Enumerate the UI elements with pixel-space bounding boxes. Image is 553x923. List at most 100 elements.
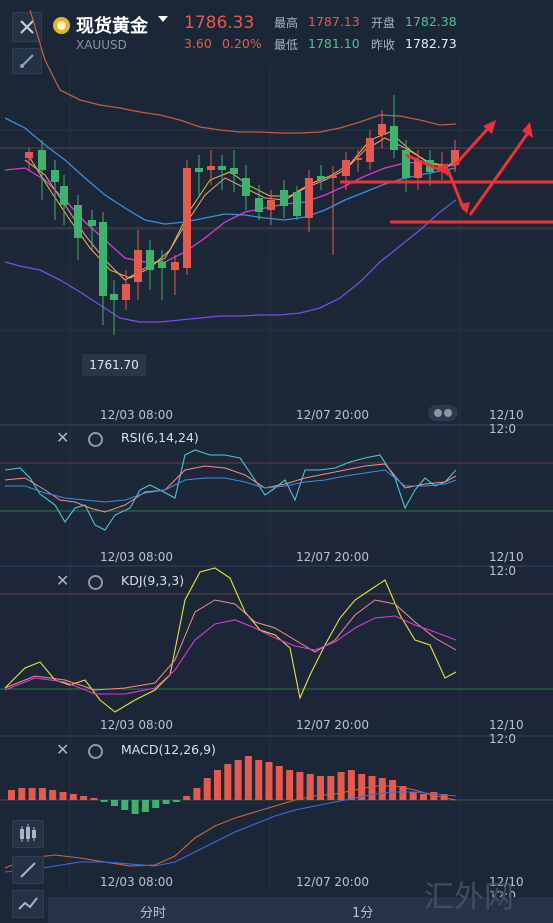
candle-body bbox=[60, 186, 68, 205]
instrument-symbol: XAUUSD bbox=[76, 38, 127, 52]
macd-bar bbox=[244, 756, 252, 800]
prev-close-label: 昨收 bbox=[371, 38, 396, 52]
macd-bar bbox=[162, 800, 170, 804]
price-change: 3.60 bbox=[184, 36, 212, 51]
candle-body bbox=[51, 170, 59, 182]
close-indicator-rsi-icon[interactable]: ✕ bbox=[56, 428, 70, 447]
macd-bar bbox=[306, 774, 314, 800]
kdj-d-line bbox=[4, 599, 457, 691]
macd-bar bbox=[296, 772, 304, 800]
close-indicator-kdj-icon[interactable]: ✕ bbox=[56, 571, 70, 590]
macd-bar bbox=[224, 764, 232, 800]
macd-bar bbox=[275, 766, 283, 800]
candle-body bbox=[146, 250, 154, 270]
ma-pink-line bbox=[24, 137, 457, 281]
macd-bar bbox=[100, 800, 108, 802]
candle-body bbox=[317, 176, 325, 180]
macd-bar bbox=[399, 786, 407, 800]
macd-dif-line bbox=[4, 785, 457, 869]
candle-body bbox=[242, 178, 250, 196]
candle-body bbox=[134, 250, 142, 282]
timeframe-1min[interactable]: 1分 bbox=[352, 906, 374, 921]
time-axis-label: 12/03 08:00 bbox=[100, 550, 173, 564]
line-chart-icon bbox=[18, 897, 38, 910]
macd-bar bbox=[265, 762, 273, 800]
gear-icon[interactable] bbox=[88, 575, 103, 590]
pen-button[interactable] bbox=[12, 856, 44, 884]
macd-bar bbox=[152, 800, 160, 808]
candle-body bbox=[218, 166, 226, 170]
low-price-marker: 1761.70 bbox=[82, 354, 146, 376]
macd-bar bbox=[121, 800, 129, 810]
candle-type-button[interactable] bbox=[12, 820, 44, 848]
candle-body bbox=[342, 160, 350, 176]
candle-body bbox=[366, 138, 374, 162]
macd-bar bbox=[389, 780, 397, 800]
macd-bar bbox=[203, 778, 211, 800]
macd-bar bbox=[193, 788, 201, 800]
time-axis-label: 12/03 08:00 bbox=[100, 875, 173, 889]
time-axis-label: 12/07 20:00 bbox=[296, 875, 369, 889]
candle-body bbox=[293, 192, 301, 216]
candle-body bbox=[414, 160, 422, 178]
candle-body bbox=[354, 158, 362, 160]
macd-histogram bbox=[8, 756, 448, 814]
candle-body bbox=[207, 166, 215, 170]
macd-bar bbox=[358, 774, 366, 800]
gear-icon[interactable] bbox=[88, 744, 103, 759]
high-value: 1787.13 bbox=[308, 14, 360, 29]
open-value: 1782.38 bbox=[405, 14, 457, 29]
candle-body bbox=[267, 200, 275, 210]
low-label: 最低 bbox=[274, 38, 299, 52]
time-axis-label: 12/07 20:00 bbox=[296, 718, 369, 732]
macd-bar bbox=[409, 792, 417, 800]
price-change-pct: 0.20% bbox=[222, 36, 262, 51]
macd-bar bbox=[69, 794, 77, 800]
candle-body bbox=[171, 262, 179, 270]
candle-body bbox=[38, 150, 46, 170]
macd-bar bbox=[111, 800, 118, 806]
chevron-down-icon[interactable] bbox=[158, 16, 168, 22]
candle-body bbox=[280, 190, 288, 206]
watermark-logo: 汇外网 bbox=[424, 880, 514, 915]
draw-tool-icon bbox=[20, 54, 34, 68]
macd-bar bbox=[59, 792, 67, 800]
macd-bar bbox=[317, 776, 324, 800]
more-dots-button[interactable] bbox=[428, 405, 458, 421]
candle-body bbox=[99, 222, 107, 296]
gear-icon[interactable] bbox=[88, 432, 103, 447]
time-axis-label: 12/07 20:00 bbox=[296, 550, 369, 564]
macd-bar bbox=[327, 776, 335, 800]
macd-dea-line bbox=[4, 791, 457, 873]
low-value: 1781.10 bbox=[308, 36, 360, 51]
candle-body bbox=[329, 176, 337, 178]
close-button[interactable] bbox=[12, 12, 42, 42]
macd-bar bbox=[80, 796, 88, 800]
candle-body bbox=[25, 152, 33, 158]
boll-upper-line bbox=[29, 9, 457, 134]
pen-icon bbox=[20, 862, 36, 878]
close-indicator-macd-icon[interactable]: ✕ bbox=[56, 740, 70, 759]
line-chart-button[interactable] bbox=[12, 890, 44, 918]
open-label: 开盘 bbox=[371, 16, 396, 30]
prev-close-value: 1782.73 bbox=[405, 36, 457, 51]
time-axis-label: 12/10 12:0 bbox=[489, 718, 524, 746]
indicator-name-rsi: RSI(6,14,24) bbox=[121, 430, 199, 445]
trend-annotations bbox=[340, 122, 553, 224]
time-axis-label: 12/10 12:0 bbox=[489, 550, 524, 578]
time-axis-label: 12/10 12:0 bbox=[489, 408, 524, 436]
instrument-title[interactable]: 现货黄金 bbox=[76, 16, 148, 37]
draw-tool-button[interactable] bbox=[12, 48, 42, 74]
candlestick-series bbox=[25, 95, 459, 335]
timeframe-bar bbox=[48, 897, 553, 923]
candle-body bbox=[88, 220, 96, 226]
candle-body bbox=[305, 178, 313, 218]
candle-icon bbox=[20, 824, 36, 842]
macd-bar bbox=[337, 772, 345, 800]
timeframe-tick-chart[interactable]: 分时 bbox=[140, 906, 167, 921]
gold-coin-inner bbox=[57, 21, 66, 30]
kdj-j-line bbox=[4, 567, 457, 713]
close-icon bbox=[20, 20, 34, 34]
candle-body bbox=[402, 150, 410, 178]
